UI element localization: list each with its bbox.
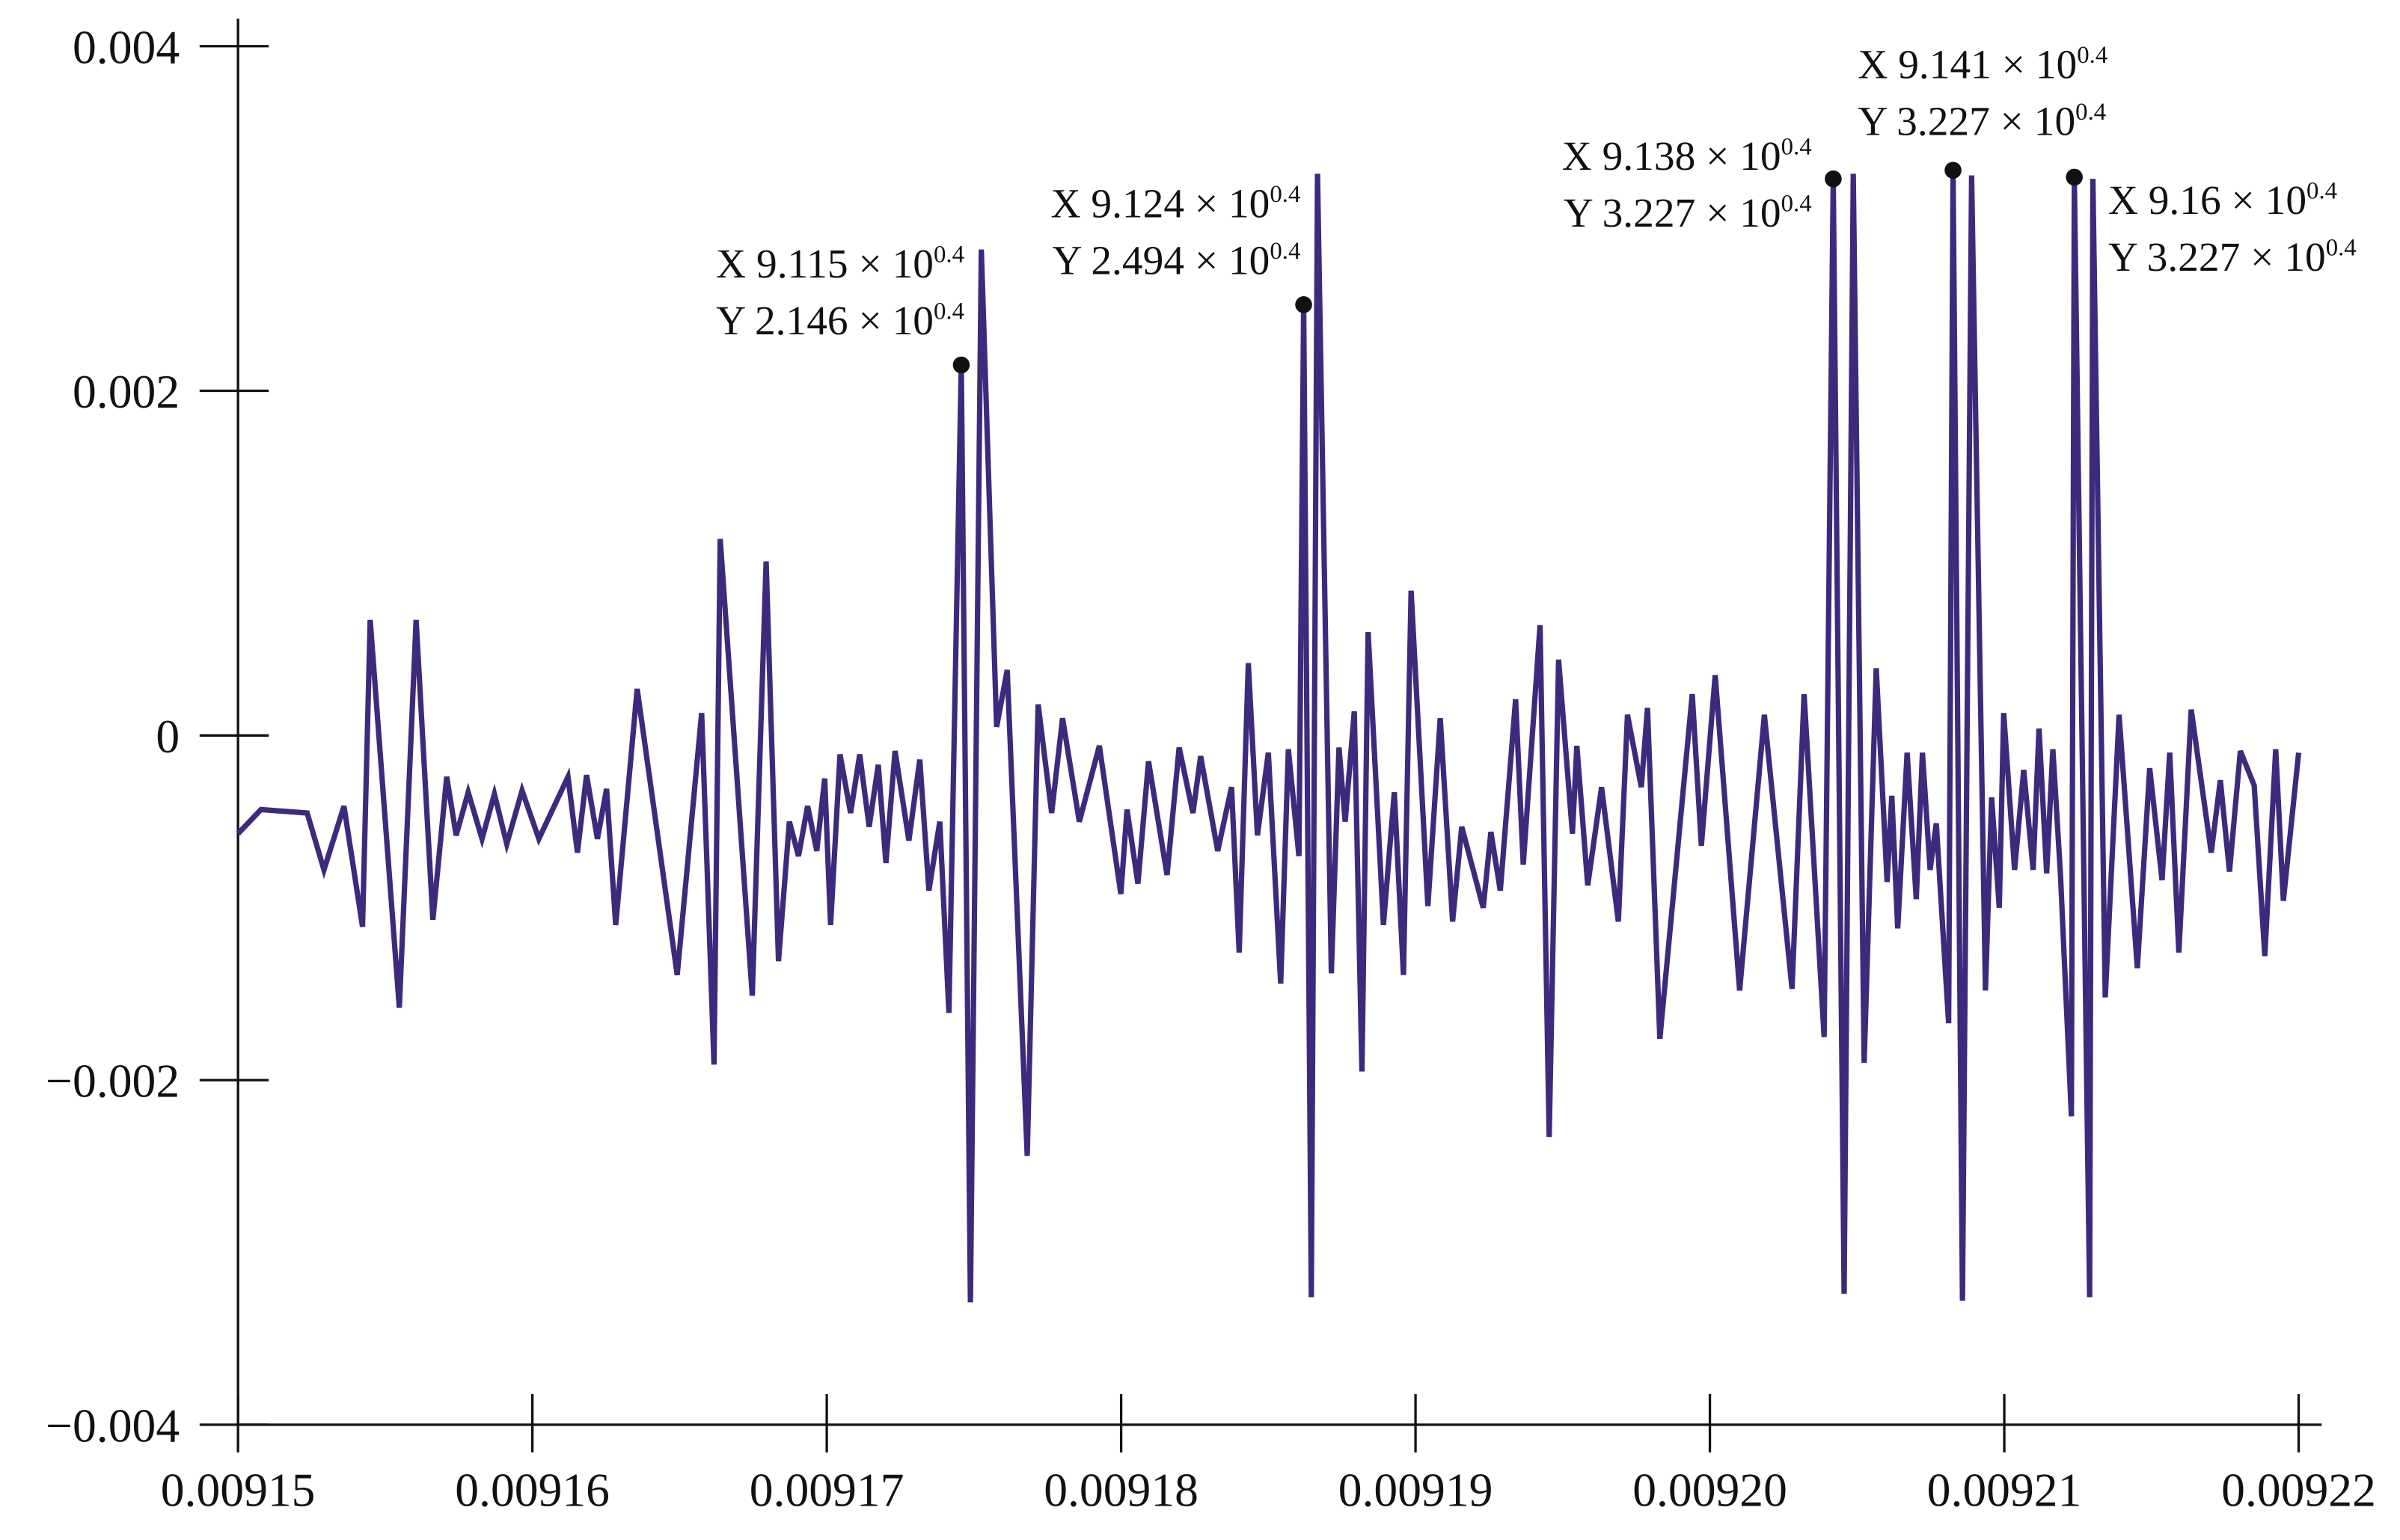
x-tick-label: 0.00920 bbox=[1632, 1464, 1787, 1517]
x-tick-label: 0.00918 bbox=[1044, 1464, 1199, 1517]
x-tick-label: 0.00916 bbox=[455, 1464, 610, 1517]
annotation-base: Y 2.146 × 10 bbox=[716, 298, 934, 343]
annotation-text: X 9.115 × 100.4 bbox=[716, 241, 964, 286]
annotation-exponent: 0.4 bbox=[1781, 190, 1812, 217]
y-tick-label: 0.004 bbox=[73, 20, 180, 73]
annotation-exponent: 0.4 bbox=[934, 241, 964, 268]
annotation-text: X 9.138 × 100.4 bbox=[1562, 133, 1812, 179]
y-tick-label: −0.004 bbox=[46, 1399, 180, 1452]
annotation-exponent: 0.4 bbox=[2075, 99, 2106, 126]
y-tick-label: −0.002 bbox=[46, 1055, 180, 1108]
annotation-exponent: 0.4 bbox=[1270, 181, 1300, 208]
annotation-dot bbox=[1944, 162, 1962, 179]
annotation-dot bbox=[2066, 168, 2083, 186]
x-tick-label: 0.00921 bbox=[1927, 1464, 2082, 1517]
annotation-exponent: 0.4 bbox=[2077, 42, 2107, 69]
annotation-base: X 9.115 × 10 bbox=[716, 241, 934, 286]
annotation-base: Y 3.227 × 10 bbox=[1858, 98, 2075, 144]
y-tick-label: 0.002 bbox=[73, 365, 180, 418]
annotation-exponent: 0.4 bbox=[1270, 238, 1300, 265]
annotation-text: X 9.16 × 100.4 bbox=[2108, 177, 2337, 223]
x-tick-label: 0.00922 bbox=[2221, 1464, 2376, 1517]
annotation-text: Y 3.227 × 100.4 bbox=[2108, 234, 2357, 280]
annotation-text: Y 3.227 × 100.4 bbox=[1564, 190, 1812, 236]
data-line bbox=[236, 170, 2302, 1303]
annotation-dot bbox=[1825, 170, 1842, 188]
annotation-text: Y 3.227 × 100.4 bbox=[1858, 98, 2106, 144]
annotation-base: X 9.124 × 10 bbox=[1051, 180, 1270, 226]
annotation-dot bbox=[1295, 296, 1312, 313]
annotation-text: Y 2.494 × 100.4 bbox=[1053, 237, 1301, 283]
annotation-exponent: 0.4 bbox=[2306, 178, 2337, 205]
annotation-exponent: 0.4 bbox=[1781, 133, 1812, 160]
x-tick-label: 0.00917 bbox=[750, 1464, 904, 1517]
annotation-dot bbox=[952, 356, 970, 374]
annotation-exponent: 0.4 bbox=[2326, 235, 2357, 262]
annotation-base: Y 2.494 × 10 bbox=[1053, 237, 1270, 283]
y-tick-label: 0 bbox=[156, 710, 180, 763]
annotation-base: X 9.138 × 10 bbox=[1562, 133, 1781, 179]
x-tick-label: 0.00919 bbox=[1338, 1464, 1493, 1517]
annotation-base: Y 3.227 × 10 bbox=[1564, 190, 1781, 236]
annotation-exponent: 0.4 bbox=[934, 298, 964, 325]
annotation-base: Y 3.227 × 10 bbox=[2108, 234, 2326, 280]
x-tick-label: 0.00915 bbox=[161, 1464, 316, 1517]
annotation-base: X 9.141 × 10 bbox=[1858, 41, 2077, 87]
annotation-text: Y 2.146 × 100.4 bbox=[716, 298, 964, 343]
annotation-base: X 9.16 × 10 bbox=[2108, 177, 2306, 223]
annotation-text: X 9.124 × 100.4 bbox=[1051, 180, 1301, 226]
annotation-text: X 9.141 × 100.4 bbox=[1858, 41, 2107, 87]
